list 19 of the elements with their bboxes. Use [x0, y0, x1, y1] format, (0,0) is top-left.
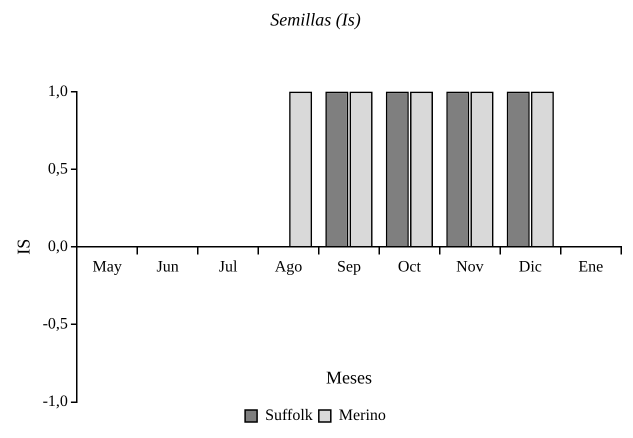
y-axis-title: IS	[14, 238, 34, 255]
y-tick-label: 1,0	[48, 82, 68, 100]
y-tick-label: 0,5	[48, 160, 68, 178]
x-axis-title: Meses	[326, 368, 372, 388]
legend-label: Suffolk	[265, 407, 313, 424]
y-tick-label: -1,0	[42, 393, 68, 410]
x-tick-label: Jun	[156, 258, 179, 276]
x-tick-label: Sep	[336, 258, 361, 276]
x-tick-label: May	[92, 258, 122, 276]
y-tick-label: 0,0	[48, 238, 68, 256]
x-tick-label: Ago	[274, 258, 302, 276]
chart-title: Semillas (Is)	[270, 10, 361, 30]
x-tick-label: Jul	[218, 258, 238, 276]
x-tick-label: Nov	[456, 258, 484, 276]
legend-label: Merino	[338, 407, 386, 424]
y-tick-label: -0,5	[42, 316, 68, 333]
x-tick-label: Ene	[578, 258, 604, 276]
x-tick-label: Oct	[398, 258, 422, 276]
x-tick-label: Dic	[518, 258, 542, 276]
